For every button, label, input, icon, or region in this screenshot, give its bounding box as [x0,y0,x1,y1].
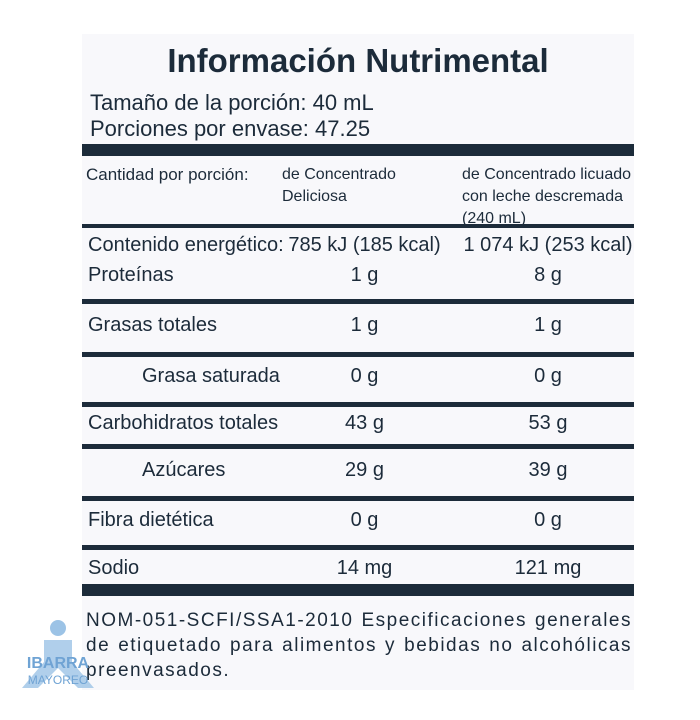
divider [82,444,634,449]
divider [82,224,634,228]
title: Información Nutrimental [167,42,549,79]
serving-size: Tamaño de la porción: 40 mL [90,90,374,115]
divider [82,144,634,156]
row-label: Azúcares [142,459,226,481]
logo-body [22,640,94,688]
divider [82,496,634,501]
divider [82,545,634,550]
divider [82,299,634,304]
divider [82,352,634,357]
column-header: de Concentrado licuado con leche descrem… [462,166,632,227]
row-label: Carbohidratos totales [88,412,279,434]
row-label: Sodio [88,557,140,579]
nutrition-label: Información Nutrimental Tamaño de la por… [82,34,634,690]
cell-value: 29 g [345,459,384,481]
row-label: Grasas totales [88,314,217,336]
cell-value: 0 g [350,509,379,531]
cell-value: 1 074 kJ (253 kcal) [463,234,633,256]
row-label: Contenido energético: [88,234,284,256]
row-label: Proteínas [88,264,174,286]
divider [82,584,634,596]
cell-value: 43 g [345,412,384,434]
footer-note: NOM-051-SCFI/SSA1-2010 Especificaciones … [86,610,632,681]
cell-value: 0 g [350,365,379,387]
divider [82,402,634,407]
cell-value: 1 g [350,314,379,336]
column-header: de Concentrado Deliciosa [282,166,396,205]
row-label: Fibra dietética [88,509,214,531]
cell-value: 0 g [534,509,562,531]
cell-value: 1 g [350,264,379,286]
watermark-sub: MAYOREO [28,673,88,687]
watermark-logo: IBARRA MAYOREO [22,620,94,688]
watermark-brand: IBARRA [27,655,90,672]
cell-value: 0 g [534,365,562,387]
cell-value: 121 mg [514,557,582,579]
cell-value: 8 g [534,264,562,286]
logo-head [50,620,66,636]
cell-value: 39 g [528,459,568,481]
cell-value: 1 g [534,314,562,336]
cell-value: 785 kJ (185 kcal) [288,234,441,256]
cell-value: 14 mg [336,557,393,579]
column-header: Cantidad por porción: [86,165,249,184]
row-label: Grasa saturada [142,365,280,387]
cell-value: 53 g [528,412,568,434]
servings: Porciones por envase: 47.25 [90,116,371,141]
